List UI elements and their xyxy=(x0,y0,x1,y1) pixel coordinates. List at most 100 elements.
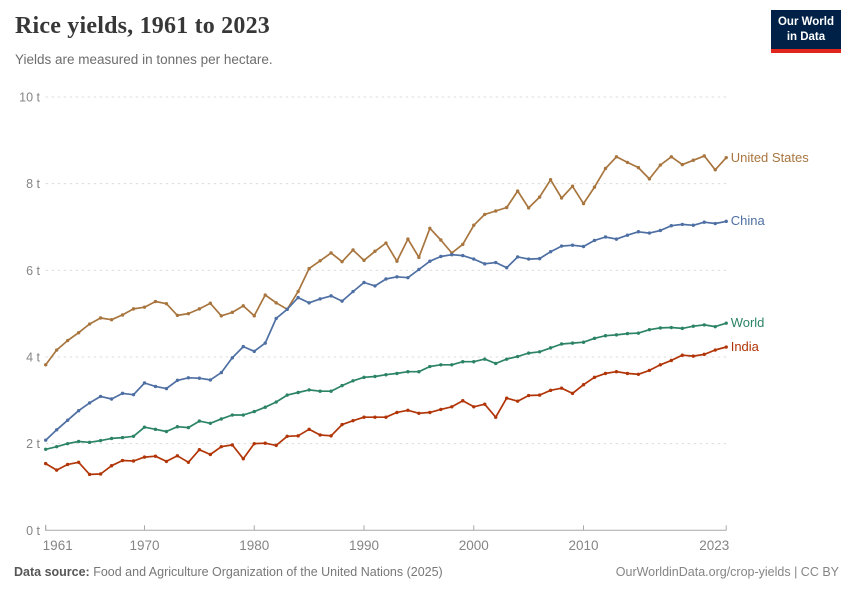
data-point xyxy=(428,364,432,369)
data-point xyxy=(351,289,355,294)
data-point xyxy=(647,231,652,235)
data-point xyxy=(515,399,520,403)
data-point xyxy=(724,345,728,349)
data-point xyxy=(592,238,597,243)
data-point xyxy=(570,243,575,247)
x-axis-tick-label: 2000 xyxy=(459,538,489,553)
data-point xyxy=(515,189,520,193)
data-point xyxy=(65,462,70,467)
data-point xyxy=(691,158,695,162)
data-point xyxy=(570,341,575,345)
chart-title: Rice yields, 1961 to 2023 xyxy=(15,13,270,39)
data-point xyxy=(120,435,125,440)
data-point xyxy=(504,205,509,210)
series-label-world[interactable]: World xyxy=(730,315,765,331)
data-point xyxy=(54,348,59,352)
data-point xyxy=(537,393,542,397)
data-point xyxy=(131,392,136,397)
data-point xyxy=(329,434,333,438)
data-point xyxy=(614,370,619,374)
data-point xyxy=(252,349,256,354)
data-point xyxy=(153,299,158,304)
data-point xyxy=(351,248,355,252)
data-point xyxy=(691,223,695,227)
data-point xyxy=(373,415,377,419)
data-point xyxy=(559,196,564,200)
data-point xyxy=(658,228,663,233)
data-point xyxy=(384,277,388,281)
data-point xyxy=(680,353,685,357)
data-point xyxy=(428,259,432,263)
data-point xyxy=(691,354,695,358)
data-point xyxy=(428,410,432,415)
x-axis-tick-label: 1980 xyxy=(239,538,269,553)
data-point xyxy=(230,310,234,315)
data-point xyxy=(285,393,289,397)
data-point xyxy=(351,418,355,423)
data-point xyxy=(636,331,641,335)
data-point xyxy=(318,259,322,263)
data-point xyxy=(153,427,158,432)
data-point xyxy=(669,325,674,330)
data-point xyxy=(636,372,641,377)
data-point xyxy=(362,415,366,419)
data-point xyxy=(54,468,59,472)
data-point xyxy=(285,434,289,438)
data-point xyxy=(658,163,663,167)
data-point xyxy=(318,389,322,393)
data-point xyxy=(241,413,245,417)
data-point xyxy=(483,357,487,361)
series-label-united-states[interactable]: United States xyxy=(730,149,809,165)
data-point xyxy=(219,417,224,421)
data-point xyxy=(724,321,728,325)
data-point xyxy=(263,293,267,297)
data-point xyxy=(526,351,531,355)
data-point xyxy=(559,244,564,248)
data-point xyxy=(581,383,586,387)
x-axis-tick-label: 1970 xyxy=(129,538,159,553)
data-point xyxy=(504,357,509,361)
data-point xyxy=(406,408,410,412)
data-point xyxy=(98,472,103,476)
data-point xyxy=(647,327,652,332)
data-point xyxy=(109,464,114,468)
data-point xyxy=(44,461,48,466)
data-point xyxy=(340,259,344,264)
data-point xyxy=(461,399,465,403)
data-point xyxy=(307,427,311,432)
owid-logo[interactable]: Our World in Data xyxy=(770,10,841,53)
data-point xyxy=(647,368,652,373)
data-point xyxy=(373,284,377,288)
series-label-india[interactable]: India xyxy=(730,339,759,354)
data-point xyxy=(307,266,311,271)
data-point xyxy=(658,363,663,367)
data-point xyxy=(713,168,717,172)
data-point xyxy=(153,454,158,458)
data-point xyxy=(537,195,542,199)
data-point xyxy=(186,460,191,464)
data-point xyxy=(713,348,717,352)
data-point xyxy=(395,259,399,263)
data-point xyxy=(384,241,388,245)
data-point xyxy=(76,331,81,335)
data-point xyxy=(417,411,421,416)
series-label-china[interactable]: China xyxy=(730,213,765,229)
data-point xyxy=(395,410,399,415)
data-point xyxy=(219,370,224,375)
data-point xyxy=(461,360,465,364)
data-point xyxy=(54,428,59,432)
data-point xyxy=(570,184,575,188)
data-point xyxy=(164,429,169,434)
data-point xyxy=(428,226,432,230)
data-point xyxy=(131,459,136,463)
data-point xyxy=(98,438,103,443)
data-point xyxy=(120,391,125,396)
data-point xyxy=(87,472,92,477)
data-point xyxy=(515,354,520,359)
data-point xyxy=(362,280,366,285)
footer-link[interactable]: OurWorldinData.org/crop-yields | CC BY xyxy=(615,565,839,579)
data-point xyxy=(131,434,136,438)
data-point xyxy=(439,407,443,412)
data-point xyxy=(120,458,125,463)
